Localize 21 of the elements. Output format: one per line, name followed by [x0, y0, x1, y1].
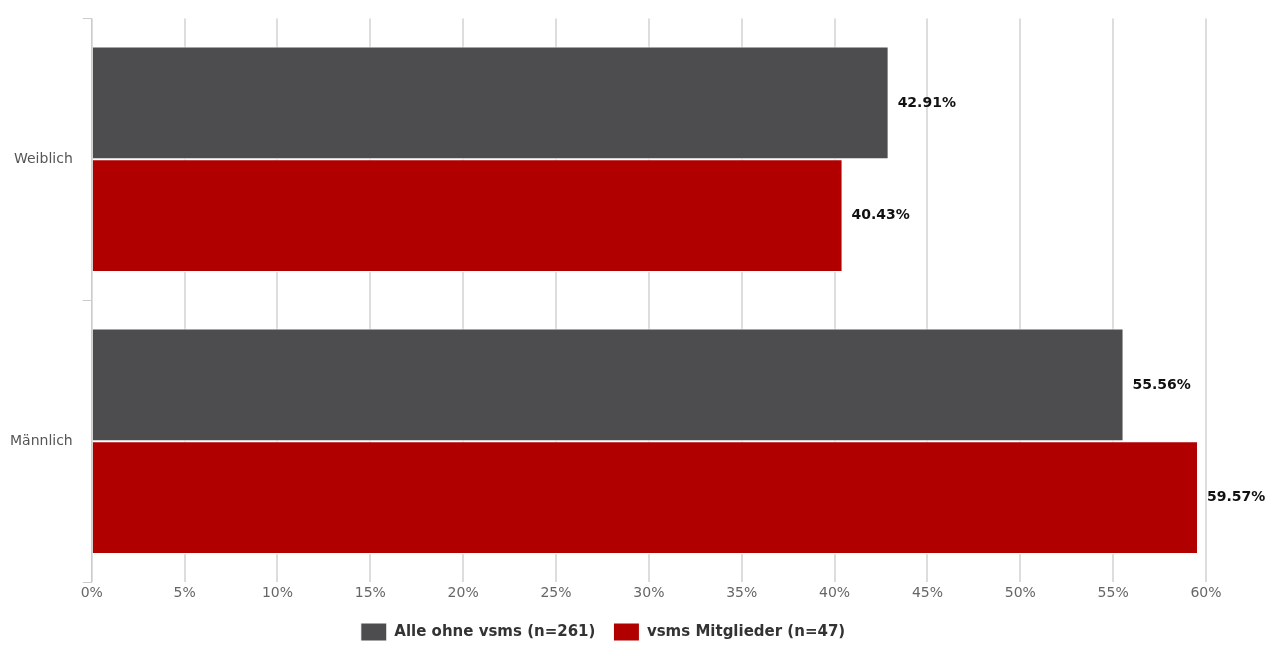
x-tick-label: 5%: [173, 584, 196, 601]
x-tick-label: 15%: [354, 584, 386, 601]
x-tick-label: 50%: [1004, 584, 1036, 601]
data-label: 59.57%: [1207, 488, 1266, 505]
data-label: 55.56%: [1132, 375, 1191, 392]
data-label: 40.43%: [851, 206, 910, 223]
x-tick-label: 35%: [726, 584, 758, 601]
x-tick-label: 55%: [1097, 584, 1129, 601]
x-tick-label: 45%: [911, 584, 943, 601]
y-tick-label: Weiblich: [13, 149, 73, 166]
legend-label: Alle ohne vsms (n=261): [394, 621, 596, 640]
y-tick-label: Männlich: [9, 431, 73, 448]
x-tick-label: 60%: [1190, 584, 1222, 601]
x-tick-label: 40%: [819, 584, 851, 601]
x-tick-label: 10%: [261, 584, 294, 601]
x-tick-label: 20%: [447, 584, 479, 601]
x-tick-label: 30%: [633, 584, 665, 601]
x-tick-label: 0%: [80, 584, 103, 601]
data-label: 42.91%: [897, 93, 956, 110]
legend-label: vsms Mitglieder (n=47): [646, 621, 846, 640]
x-tick-label: 25%: [540, 584, 572, 601]
